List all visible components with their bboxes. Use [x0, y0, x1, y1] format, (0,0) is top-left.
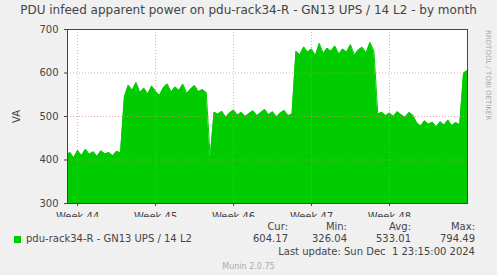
html-text:326.04: 326.04	[312, 233, 347, 244]
svg-text:Week 47: Week 47	[290, 211, 333, 217]
svg-text:300: 300	[39, 198, 58, 209]
svg-text:Week 46: Week 46	[212, 211, 255, 217]
html-text:PDU infeed apparent power on p: PDU infeed apparent power on pdu-rack34-…	[20, 3, 477, 17]
html-text:Min:: Min:	[325, 221, 347, 232]
html-text:pdu-rack34-R - GN13 UPS / 14 L: pdu-rack34-R - GN13 UPS / 14 L2	[26, 233, 192, 244]
html-text:604.17: 604.17	[253, 233, 288, 244]
html-text:794.49: 794.49	[440, 233, 475, 244]
html-text:Cur:: Cur:	[267, 221, 288, 232]
svg-text:Week 48: Week 48	[368, 211, 411, 217]
svg-text:Week 45: Week 45	[134, 211, 177, 217]
svg-text:Week 44: Week 44	[56, 211, 99, 217]
svg-text:700: 700	[39, 24, 58, 35]
svg-text:400: 400	[39, 154, 58, 165]
svg-text:VA: VA	[11, 110, 22, 123]
html-text:Last update: Sun Dec 1 23:15:0: Last update: Sun Dec 1 23:15:00 2024	[278, 246, 475, 257]
svg-text:500: 500	[39, 111, 58, 122]
html-text:RRDTOOL / TOBI OETIKER: RRDTOOL / TOBI OETIKER	[484, 30, 492, 121]
html-text:533.01: 533.01	[376, 233, 411, 244]
svg-text:600: 600	[39, 67, 58, 78]
html-text:Munin 2.0.75: Munin 2.0.75	[222, 262, 275, 271]
html-text:Max:: Max:	[451, 221, 475, 232]
html-text:Avg:: Avg:	[389, 221, 411, 232]
